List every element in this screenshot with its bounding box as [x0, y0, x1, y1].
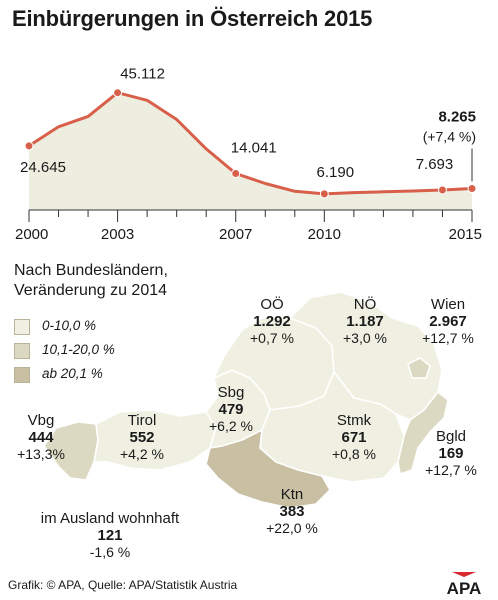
x-tick-label: 2010 [308, 226, 341, 243]
data-label: 8.265 [438, 109, 476, 126]
region-label-bgld: Bgld 169 +12,7 % [410, 428, 492, 479]
region-label-noe: NÖ 1.187 +3,0 % [325, 296, 405, 347]
region-change: +0,7 % [250, 330, 294, 346]
region-shape-tirol [93, 409, 217, 471]
region-change: -1,6 % [89, 544, 131, 560]
region-name: Stmk [336, 412, 372, 429]
data-point-marker [24, 141, 34, 151]
region-label-ooe: OÖ 1.292 +0,7 % [232, 296, 312, 347]
region-change: +0,8 % [332, 446, 376, 462]
legend-swatch-high [14, 367, 30, 383]
region-value: 671 [341, 429, 367, 446]
region-value: 1.292 [253, 313, 291, 330]
region-name: Sbg [217, 384, 245, 401]
region-change: +3,0 % [343, 330, 387, 346]
data-label-change: (+7,4 %) [423, 129, 476, 145]
region-value: 169 [438, 445, 464, 462]
region-shape-ktn [205, 429, 331, 509]
source-credit: Grafik: © APA, Quelle: APA/Statistik Aus… [8, 578, 238, 592]
x-tick-label: 2007 [219, 226, 252, 243]
region-change: +6,2 % [209, 418, 253, 434]
region-label-ktn: Ktn 383 +22,0 % [252, 486, 332, 537]
legend-swatch-low [14, 319, 30, 335]
region-shape-bgld [397, 391, 449, 475]
region-subtitle-line2: Veränderung zu 2014 [14, 282, 168, 299]
region-value: 2.967 [429, 313, 467, 330]
region-label-sbg: Sbg 479 +6,2 % [196, 384, 266, 435]
region-change: +12,7 % [422, 330, 474, 346]
data-label: 6.190 [317, 164, 355, 181]
data-label: 7.693 [416, 156, 454, 173]
region-subtitle-line1: Nach Bundesländern, [14, 262, 168, 279]
legend-label-low: 0-10,0 % [42, 318, 97, 333]
data-label: 14.041 [231, 139, 277, 156]
data-point-marker [113, 88, 123, 98]
data-label: 24.645 [20, 159, 66, 176]
region-name: Ktn [280, 486, 304, 503]
region-name: Wien [430, 296, 466, 313]
legend-label-mid: 10,1-20,0 % [42, 342, 115, 357]
x-tick-label: 2015 [449, 226, 482, 243]
region-label-stmk: Stmk 671 +0,8 % [316, 412, 392, 463]
page-title: Einbürgerungen in Österreich 2015 [12, 6, 373, 31]
legend-swatch-mid [14, 343, 30, 359]
line-chart: 2000 2003 2007 2010 2015 24.645 45.112 14.041 6.… [15, 66, 482, 243]
region-label-ausland: im Ausland wohnhaft 121 -1,6 % [10, 510, 210, 561]
region-name: NÖ [353, 296, 377, 313]
region-shape-wien [407, 357, 431, 379]
region-label-vbg: Vbg 444 +13,3% [4, 412, 78, 463]
region-value: 383 [279, 503, 305, 520]
region-name: OÖ [260, 296, 284, 313]
data-point-marker [319, 189, 329, 199]
region-name: Vbg [27, 412, 55, 429]
region-change: +13,3% [17, 446, 65, 462]
x-tick-label: 2003 [101, 226, 134, 243]
legend-label-high: ab 20,1 % [42, 366, 103, 381]
data-point-marker [437, 185, 447, 195]
data-line [28, 91, 473, 196]
x-tick-label: 2000 [15, 226, 48, 243]
apa-logo: APA [447, 572, 482, 596]
chart-area-fill [29, 92, 472, 210]
region-value: 479 [218, 401, 244, 418]
data-point-marker [231, 168, 241, 178]
region-value: 552 [129, 429, 155, 446]
region-name: Tirol [127, 412, 157, 429]
data-point-marker [467, 184, 477, 194]
region-change: +22,0 % [266, 520, 318, 536]
data-label: 45.112 [120, 66, 165, 83]
region-change: +12,7 % [425, 462, 477, 478]
apa-logo-triangle [452, 572, 476, 577]
region-name: Bgld [435, 428, 467, 445]
region-value: 1.187 [346, 313, 384, 330]
region-label-wien: Wien 2.967 +12,7 % [406, 296, 490, 347]
region-value: 121 [97, 527, 123, 544]
region-label-tirol: Tirol 552 +4,2 % [104, 412, 180, 463]
region-name: im Ausland wohnhaft [40, 510, 180, 527]
region-change: +4,2 % [120, 446, 164, 462]
region-value: 444 [28, 429, 54, 446]
apa-logo-text: APA [447, 579, 482, 596]
